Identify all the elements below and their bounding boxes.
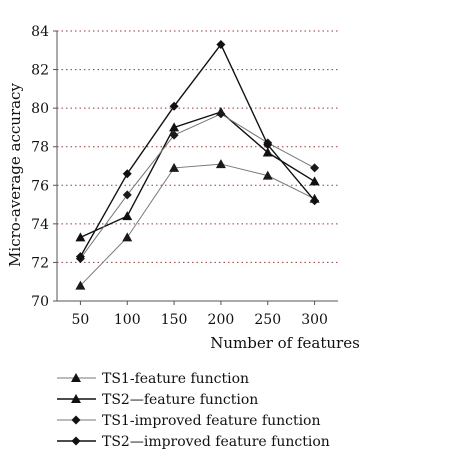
- y-tick-label: 78: [31, 140, 49, 156]
- data-point: [262, 147, 273, 157]
- series-4: [75, 40, 320, 262]
- data-point: [263, 140, 273, 150]
- legend-marker: [71, 373, 81, 382]
- data-point: [216, 40, 226, 49]
- data-point: [309, 176, 320, 186]
- x-tick-label: 300: [301, 312, 328, 328]
- y-tick-label: 72: [31, 255, 49, 271]
- data-point: [122, 232, 133, 242]
- series-line: [80, 163, 315, 286]
- data-point: [310, 163, 320, 173]
- y-tick-label: 70: [31, 294, 49, 310]
- data-point: [75, 252, 85, 262]
- series-line: [79, 43, 316, 257]
- data-point: [122, 169, 132, 179]
- y-tick-label: 74: [31, 217, 49, 233]
- legend: TS1-feature function TS2—feature function…: [57, 371, 330, 450]
- legend-marker: [71, 415, 81, 425]
- grid-lines: [57, 30, 338, 263]
- data-point: [122, 190, 132, 200]
- series-1: [75, 159, 320, 290]
- y-tick-labels: 70 72 74 76 78 80 82 84: [31, 24, 57, 310]
- legend-item: TS1-feature function: [57, 371, 249, 387]
- x-tick-label: 200: [208, 312, 235, 328]
- legend-label: TS1-improved feature function: [102, 413, 321, 429]
- legend-label: TS2—feature function: [102, 392, 258, 408]
- legend-item: TS2—improved feature function: [57, 434, 330, 450]
- x-tick-label: 100: [114, 312, 141, 328]
- legend-marker: [71, 436, 81, 446]
- data-point: [75, 280, 86, 290]
- series-line: [80, 111, 315, 238]
- data-point: [122, 211, 133, 221]
- data-point: [169, 162, 180, 172]
- series-3: [75, 109, 320, 264]
- x-tick-label: 50: [72, 312, 90, 328]
- x-tick-labels: 50 100 150 200 250 300: [72, 301, 328, 328]
- series-line: [80, 113, 315, 259]
- y-axis-label: Micro-average accuracy: [6, 83, 24, 267]
- series-2: [75, 107, 320, 242]
- data-point: [215, 159, 226, 169]
- data-point: [169, 122, 180, 132]
- x-axis-label: Number of features: [210, 334, 360, 352]
- series-group: [75, 40, 320, 290]
- x-tick-label: 150: [161, 312, 188, 328]
- y-tick-label: 80: [31, 101, 49, 117]
- data-point: [169, 101, 179, 111]
- legend-marker: [71, 394, 81, 403]
- legend-label: TS1-feature function: [102, 371, 249, 387]
- y-tick-label: 84: [31, 24, 49, 40]
- data-point: [262, 170, 273, 180]
- legend-label: TS2—improved feature function: [102, 434, 330, 450]
- data-point: [75, 232, 86, 242]
- legend-item: TS2—feature function: [57, 392, 258, 408]
- data-point: [216, 109, 226, 119]
- x-tick-label: 250: [254, 312, 281, 328]
- data-point: [169, 130, 179, 140]
- y-tick-label: 82: [31, 63, 49, 79]
- data-point: [310, 196, 320, 206]
- legend-item: TS1-improved feature function: [57, 413, 321, 429]
- y-tick-label: 76: [31, 178, 49, 194]
